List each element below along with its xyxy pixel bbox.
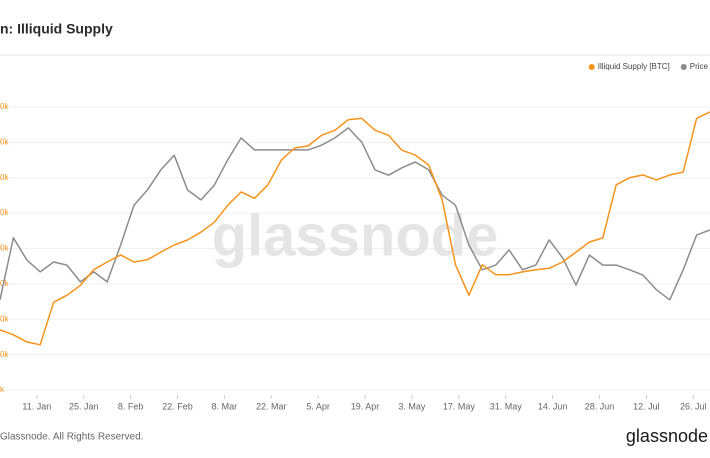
x-tick-label: 22. Mar (256, 401, 287, 411)
legend-label: Illiquid Supply [BTC] (598, 62, 670, 71)
x-tick-label: 8. Feb (118, 401, 144, 411)
y-tick-label: 0k (0, 350, 9, 359)
x-tick-label: 12. Jul (633, 401, 660, 411)
x-tick-label: 5. Apr (306, 401, 330, 411)
y-tick-label: k (0, 385, 5, 394)
watermark: glassnode (212, 203, 499, 268)
y-tick-label: 0k (0, 244, 9, 253)
x-tick-label: 3. May (398, 401, 426, 411)
x-tick-label: 25. Jan (69, 401, 99, 411)
x-tick-label: 19. Apr (351, 401, 380, 411)
x-tick-label: 8. Mar (212, 401, 238, 411)
y-tick-label: 0k (0, 102, 9, 111)
legend-label: Price (690, 62, 709, 71)
x-tick-label: 26. Jul (680, 401, 707, 411)
footer: Glassnode. All Rights Reserved. (0, 432, 143, 443)
legend-swatch (680, 64, 687, 70)
x-tick-label: 14. Jun (538, 401, 568, 411)
y-tick-label: 0k (0, 279, 9, 288)
series-line (0, 111, 710, 346)
y-tick-label: 0k (0, 208, 9, 217)
x-tick-label: 22. Feb (162, 401, 193, 411)
logo: glassnode (626, 426, 708, 446)
legend-swatch (588, 64, 595, 70)
chart-title: n: Illiquid Supply (0, 21, 113, 37)
x-tick-label: 31. May (490, 401, 523, 411)
y-tick-label: 0k (0, 137, 9, 146)
x-tick-label: 17. May (443, 401, 476, 411)
y-tick-label: 0k (0, 314, 9, 323)
x-tick-label: 11. Jan (22, 401, 51, 411)
series-line (0, 127, 710, 301)
x-tick-label: 28. Jun (585, 401, 615, 411)
y-tick-label: 0k (0, 173, 9, 182)
